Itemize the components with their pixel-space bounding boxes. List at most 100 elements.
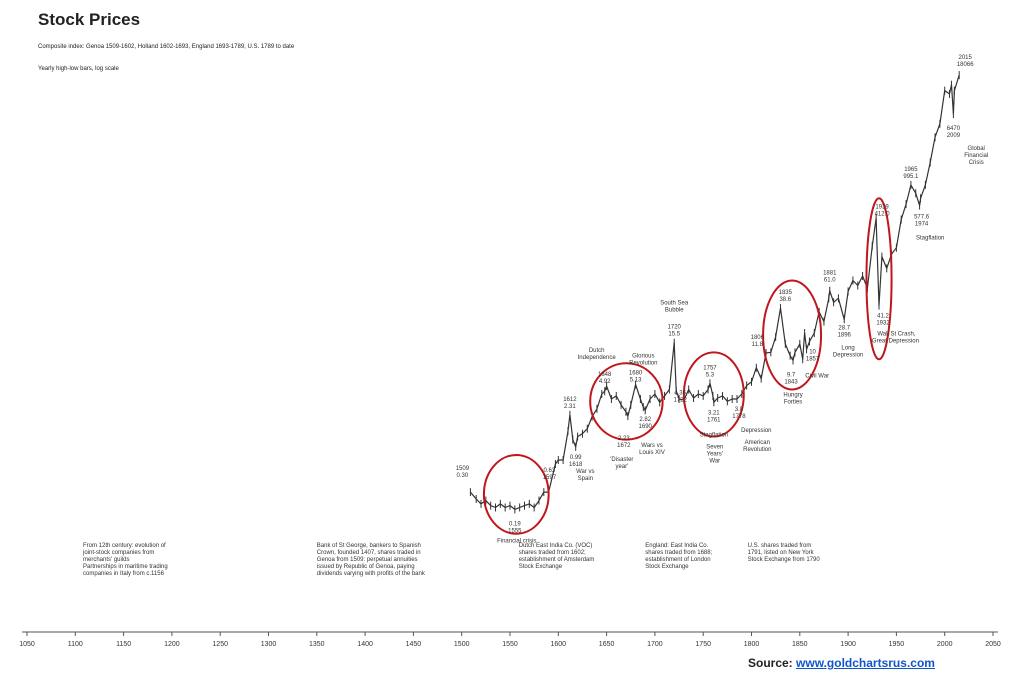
annotation-label: 1720 bbox=[668, 325, 682, 331]
annotation-label: 9.7 bbox=[787, 372, 796, 378]
x-tick-label: 1250 bbox=[212, 641, 228, 648]
caption-line: merchants' guilds bbox=[83, 557, 130, 563]
annotation-label: 3.0 bbox=[735, 407, 744, 413]
annotation-label: 18066 bbox=[957, 62, 974, 68]
annotation-label: Long bbox=[841, 345, 854, 351]
x-tick-label: 1150 bbox=[116, 641, 131, 648]
annotation-label: Great Depression bbox=[872, 339, 919, 345]
annotation-label: 1778 bbox=[732, 414, 746, 420]
annotation-label: 1974 bbox=[915, 222, 929, 228]
source-link[interactable]: www.goldchartsrus.com bbox=[796, 656, 935, 670]
annotation-label: Stagflation bbox=[700, 432, 728, 438]
annotation-label: 61.0 bbox=[824, 278, 836, 284]
caption-line: England: East India Co. bbox=[645, 543, 708, 549]
chart-subtitle: Composite index: Genoa 1509-1602, Hollan… bbox=[38, 44, 295, 50]
x-tick-label: 1950 bbox=[889, 641, 905, 648]
x-tick-label: 1800 bbox=[744, 641, 760, 648]
annotation-label: 1618 bbox=[569, 462, 583, 468]
annotation-label: 1690 bbox=[639, 424, 653, 430]
annotation-label: 10 bbox=[809, 349, 816, 355]
annotation-label: 1896 bbox=[838, 332, 852, 338]
annotation-label: 15.5 bbox=[668, 332, 680, 338]
annotation-label: 1932 bbox=[876, 321, 890, 327]
annotation-label: Spain bbox=[578, 476, 593, 482]
annotation-label: 28.7 bbox=[838, 325, 850, 331]
x-tick-label: 1900 bbox=[840, 641, 856, 648]
annotation-label: 1648 bbox=[598, 372, 612, 378]
caption-line: Genoa from 1509: perpetual annuities bbox=[317, 557, 418, 563]
annotation-label: 5.3 bbox=[706, 372, 715, 378]
caption-line: establishment of London bbox=[645, 557, 710, 563]
annotation-label: Independence bbox=[578, 355, 617, 361]
x-tick-label: 1750 bbox=[695, 641, 711, 648]
annotation-label: Hungry bbox=[783, 392, 802, 398]
caption-line: Bank of St George, bankers to Spanish bbox=[317, 543, 421, 549]
x-tick-label: 1600 bbox=[551, 641, 567, 648]
annotation-label: 1672 bbox=[617, 443, 631, 449]
annotation-label: 2009 bbox=[947, 133, 961, 139]
highlight-circle bbox=[682, 351, 745, 438]
annotation-label: 1857 bbox=[806, 356, 820, 362]
annotation-label: Glorious bbox=[632, 354, 654, 360]
annotation-label: Revolution bbox=[629, 361, 657, 367]
x-tick-label: 1300 bbox=[261, 641, 277, 648]
annotation-label: Civil War bbox=[805, 373, 829, 379]
annotation-label: Global bbox=[968, 146, 985, 152]
caption-line: 1791, listed on New York bbox=[748, 550, 815, 556]
annotation-label: 1597 bbox=[543, 475, 557, 481]
annotation-label: Louis XIV bbox=[639, 450, 665, 456]
chart-note: Yearly high-low bars, log scale bbox=[38, 66, 119, 72]
annotation-label: 0.30 bbox=[457, 473, 469, 479]
annotation-label: Wars vs bbox=[641, 443, 662, 449]
annotation-label: Revolution bbox=[743, 447, 771, 453]
caption-line: Partnerships in maritime trading bbox=[83, 564, 168, 570]
x-tick-label: 1400 bbox=[357, 641, 373, 648]
annotation-label: 5.13 bbox=[630, 378, 642, 384]
caption-line: shares traded from 1688; bbox=[645, 550, 712, 556]
highlight-circle bbox=[589, 362, 664, 441]
caption-line: shares traded from 1602; bbox=[519, 550, 586, 556]
annotation-label: 1806 bbox=[751, 335, 765, 341]
annotation-label: year' bbox=[615, 464, 628, 470]
caption-line: Stock Exchange bbox=[519, 564, 563, 570]
annotation-label: Financial bbox=[964, 153, 988, 159]
annotation-label: 11.8 bbox=[752, 342, 764, 348]
annotation-label: 1929 bbox=[875, 204, 889, 210]
annotation-label: 38.6 bbox=[779, 297, 791, 303]
highlight-circle bbox=[762, 279, 823, 391]
caption-line: U.S. shares traded from bbox=[748, 543, 812, 549]
x-tick-label: 1700 bbox=[647, 641, 663, 648]
annotation-label: 2.82 bbox=[639, 417, 651, 423]
caption-line: Stock Exchange bbox=[645, 564, 689, 570]
annotation-label: 6470 bbox=[947, 126, 961, 132]
caption-line: establishment of Amsterdam bbox=[519, 557, 595, 563]
annotation-label: 1722 bbox=[673, 398, 687, 404]
annotation-label: War bbox=[709, 458, 720, 464]
annotation-label: 3.21 bbox=[708, 410, 720, 416]
annotation-label: South Sea bbox=[660, 301, 689, 307]
x-tick-label: 2000 bbox=[937, 641, 953, 648]
x-tick-label: 1050 bbox=[19, 641, 35, 648]
annotation-label: 4.36 bbox=[674, 391, 686, 397]
annotation-label: 2015 bbox=[959, 55, 973, 61]
annotation-label: Forties bbox=[784, 399, 802, 405]
x-tick-label: 1100 bbox=[68, 641, 83, 648]
annotation-label: Financial crisis bbox=[497, 538, 536, 544]
annotation-label: American bbox=[745, 440, 770, 446]
annotation-label: 1757 bbox=[703, 365, 717, 371]
annotation-label: 1881 bbox=[823, 271, 837, 277]
caption-line: issued by Republic of Genoa, paying bbox=[317, 564, 415, 570]
x-tick-label: 1850 bbox=[792, 641, 808, 648]
highlight-circle bbox=[482, 453, 550, 535]
annotation-label: Bubble bbox=[665, 308, 684, 314]
x-tick-label: 1350 bbox=[309, 641, 325, 648]
annotation-label: 41.2 bbox=[877, 314, 889, 320]
caption-line: dividends varying with profits of the ba… bbox=[317, 571, 426, 577]
annotation-label: Crisis bbox=[969, 160, 984, 166]
annotation-label: 1612 bbox=[563, 397, 577, 403]
x-tick-label: 1450 bbox=[406, 641, 422, 648]
highlight-circle bbox=[865, 197, 893, 361]
caption-line: Dutch East India Co. (VOC) bbox=[519, 543, 593, 549]
annotation-label: 1835 bbox=[779, 290, 793, 296]
